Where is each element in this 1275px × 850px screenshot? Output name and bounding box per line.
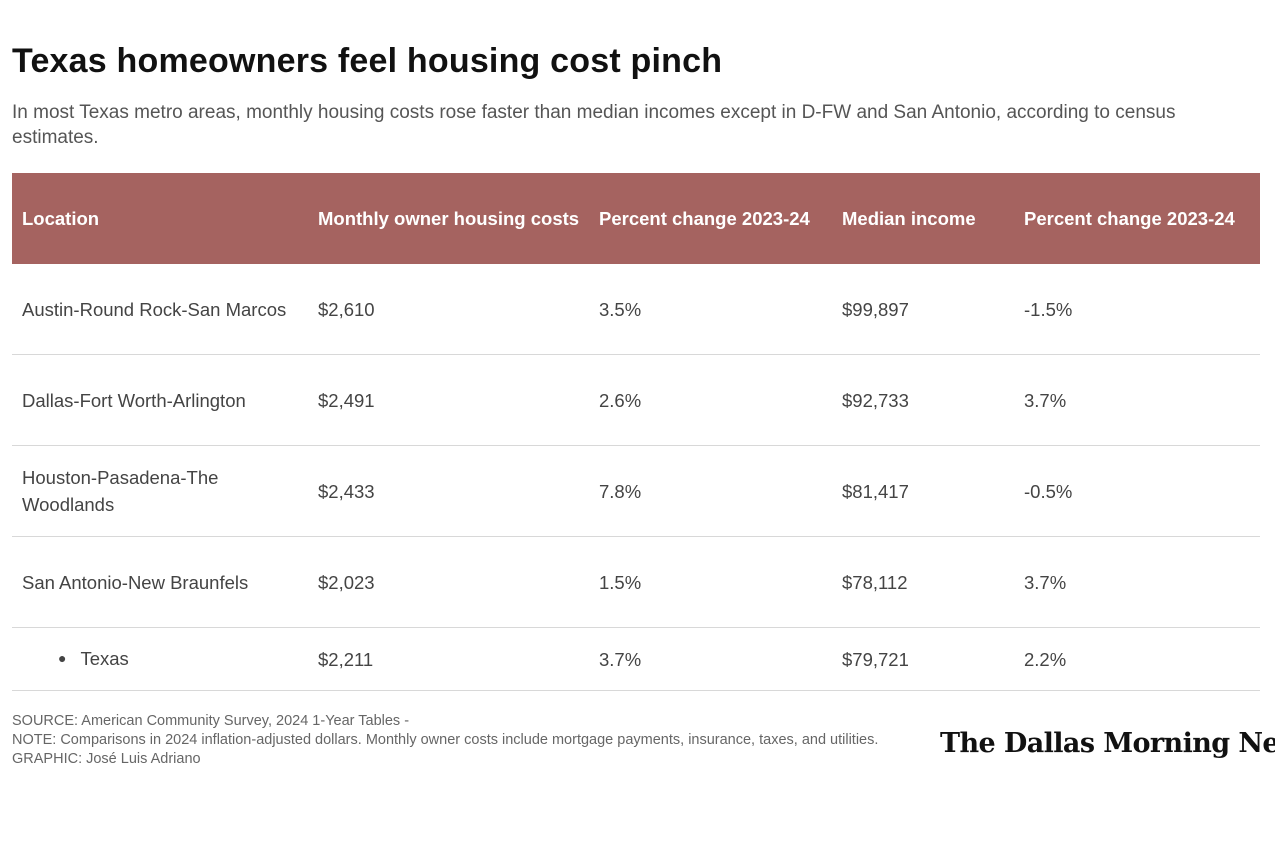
column-header-housing-costs: Monthly owner housing costs	[308, 173, 589, 264]
cell-location-label: Texas	[80, 648, 128, 669]
column-header-cost-change: Percent change 2023-24	[589, 173, 832, 264]
cell-income-change: -0.5%	[1014, 446, 1260, 537]
table-row: Austin-Round Rock-San Marcos $2,610 3.5%…	[12, 264, 1260, 355]
cell-cost-change: 2.6%	[589, 355, 832, 446]
note-text: NOTE: Comparisons in 2024 inflation-adju…	[12, 731, 892, 750]
column-header-income-change: Percent change 2023-24	[1014, 173, 1260, 264]
cell-income-change: 3.7%	[1014, 537, 1260, 628]
cell-cost-change: 7.8%	[589, 446, 832, 537]
cell-median-income: $92,733	[832, 355, 1014, 446]
cell-housing-costs: $2,433	[308, 446, 589, 537]
cell-housing-costs: $2,023	[308, 537, 589, 628]
graphic-credit: GRAPHIC: José Luis Adriano	[12, 750, 892, 769]
cell-location: Austin-Round Rock-San Marcos	[12, 264, 308, 355]
cell-housing-costs: $2,491	[308, 355, 589, 446]
table-row-total: ● Texas $2,211 3.7% $79,721 2.2%	[12, 628, 1260, 691]
column-header-location: Location	[12, 173, 308, 264]
cell-cost-change: 3.5%	[589, 264, 832, 355]
footer-notes: SOURCE: American Community Survey, 2024 …	[12, 712, 892, 769]
page-subtitle: In most Texas metro areas, monthly housi…	[12, 100, 1212, 150]
cell-location: ● Texas	[12, 628, 308, 691]
cell-median-income: $81,417	[832, 446, 1014, 537]
table-header-row: Location Monthly owner housing costs Per…	[12, 173, 1260, 264]
table-row: Houston-Pasadena-The Woodlands $2,433 7.…	[12, 446, 1260, 537]
data-table: Location Monthly owner housing costs Per…	[12, 173, 1260, 691]
cell-income-change: 2.2%	[1014, 628, 1260, 691]
cell-location: San Antonio-New Braunfels	[12, 537, 308, 628]
column-header-median-income: Median income	[832, 173, 1014, 264]
cell-median-income: $79,721	[832, 628, 1014, 691]
cell-cost-change: 1.5%	[589, 537, 832, 628]
cell-cost-change: 3.7%	[589, 628, 832, 691]
cell-housing-costs: $2,610	[308, 264, 589, 355]
cell-median-income: $78,112	[832, 537, 1014, 628]
cell-income-change: -1.5%	[1014, 264, 1260, 355]
cell-income-change: 3.7%	[1014, 355, 1260, 446]
table-row: Dallas-Fort Worth-Arlington $2,491 2.6% …	[12, 355, 1260, 446]
bullet-icon: ●	[58, 645, 66, 672]
cell-location: Houston-Pasadena-The Woodlands	[12, 446, 308, 537]
cell-location: Dallas-Fort Worth-Arlington	[12, 355, 308, 446]
cell-housing-costs: $2,211	[308, 628, 589, 691]
cell-median-income: $99,897	[832, 264, 1014, 355]
publisher-logo: The Dallas Morning News	[940, 728, 1260, 759]
page-title: Texas homeowners feel housing cost pinch	[12, 42, 722, 81]
source-note: SOURCE: American Community Survey, 2024 …	[12, 712, 892, 731]
table-row: San Antonio-New Braunfels $2,023 1.5% $7…	[12, 537, 1260, 628]
